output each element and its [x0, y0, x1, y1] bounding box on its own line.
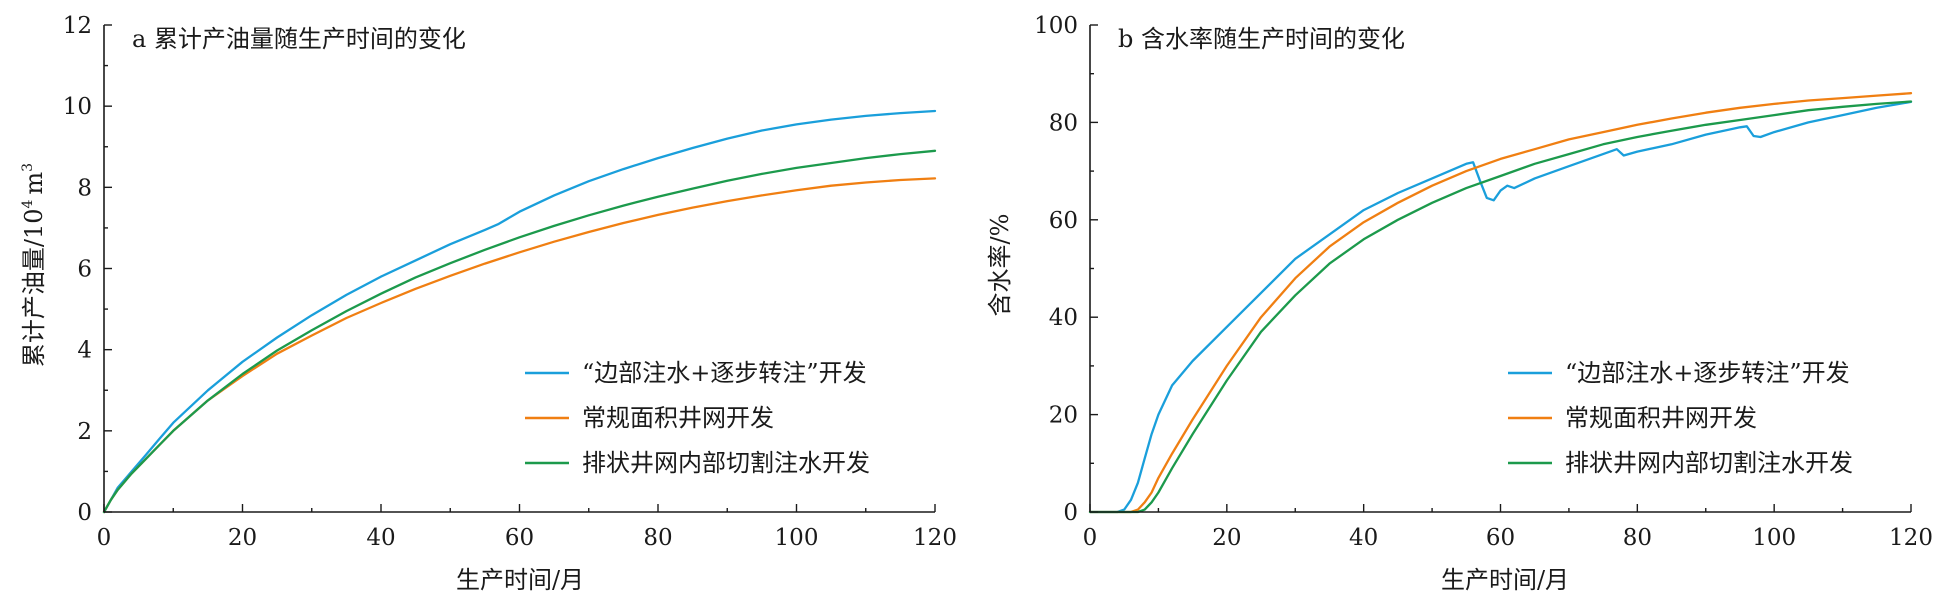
panel-b-y-tick-label: 20 [1049, 403, 1078, 429]
panel-a-y-tick-label: 12 [63, 13, 92, 39]
panel-b-series-group [1088, 92, 1913, 514]
panel-a-title: a 累计产油量随生产时间的变化 [132, 25, 466, 53]
panel-b-series-line-2 [1088, 92, 1913, 514]
panel-b-y-tick-label: 100 [1034, 13, 1078, 39]
panel-b-x-tick-label: 60 [1486, 525, 1515, 551]
panel-b-x-tick-label: 20 [1212, 525, 1241, 551]
panel-b-x-tick-label: 100 [1752, 525, 1796, 551]
panel-a-y-axis-label-main: 累计产油量/10 [20, 208, 48, 367]
panel-b-y-tick-label: 60 [1049, 208, 1078, 234]
panel-a-y-tick-label: 4 [77, 338, 92, 364]
panel-a-y-tick-label: 8 [77, 175, 92, 201]
panel-a-series-line-1 [102, 109, 937, 514]
panel-b-legend-label-1: “边部注水+逐步转注”开发 [1565, 359, 1850, 387]
panel-b-title: b 含水率随生产时间的变化 [1118, 25, 1405, 53]
panel-a-x-tick-label: 120 [913, 525, 957, 551]
panel-a-y-tick-label: 6 [77, 257, 92, 283]
panel-b-water-cut-chart: b 含水率随生产时间的变化 0 20 40 60 80 100 120 0 20 40 60 80 10… [986, 13, 1933, 594]
panel-a-series-group [102, 109, 937, 514]
panel-b-series-line-3 [1088, 100, 1913, 514]
panel-a-y-axis-label: 累计产油量/104 m3 [20, 163, 48, 367]
panel-b-series-line-1 [1088, 100, 1913, 514]
panel-a-series-line-3 [102, 149, 937, 514]
panel-a-x-tick-label: 20 [228, 525, 257, 551]
panel-b-y-tick-label: 40 [1049, 305, 1078, 331]
panel-b-x-tick-label: 0 [1083, 525, 1098, 551]
panel-b-x-tick-label: 80 [1623, 525, 1652, 551]
panel-b-legend-label-2: 常规面积井网开发 [1565, 404, 1757, 432]
panel-b-x-axis-label: 生产时间/月 [1441, 566, 1569, 594]
panel-b-y-tick-label: 80 [1049, 110, 1078, 136]
panel-a-y-axis-label-unit: m [20, 172, 48, 195]
panel-a-axes: 0 20 40 60 80 100 120 0 2 4 6 8 10 12 [63, 13, 957, 551]
panel-a-legend-label-2: 常规面积井网开发 [582, 404, 774, 432]
panel-b-axes: 0 20 40 60 80 100 120 0 20 40 60 80 100 [1034, 13, 1933, 551]
panel-a-x-tick-label: 100 [775, 525, 819, 551]
panel-b-y-tick-label: 0 [1063, 500, 1078, 526]
panel-a-y-tick-label: 10 [63, 94, 92, 120]
panel-a-y-tick-label: 0 [77, 500, 92, 526]
panel-a-y-axis-label-unit-exponent: 3 [20, 163, 36, 172]
panel-a-legend-label-1: “边部注水+逐步转注”开发 [582, 359, 867, 387]
panel-a-x-tick-label: 80 [643, 525, 672, 551]
panel-a-x-axis-label: 生产时间/月 [456, 566, 584, 594]
panel-b-y-axis-label: 含水率/% [986, 214, 1014, 317]
panel-a-x-tick-label: 60 [505, 525, 534, 551]
panel-a-y-axis-label-exponent: 4 [20, 199, 36, 208]
panel-a-x-tick-label: 0 [97, 525, 112, 551]
panel-b-x-tick-label: 40 [1349, 525, 1378, 551]
panel-a-y-tick-label: 2 [77, 419, 92, 445]
panel-a-cumulative-oil-chart: a 累计产油量随生产时间的变化 0 20 40 60 80 100 120 0 2 4 6 8 10 12… [20, 13, 957, 594]
panel-a-x-tick-label: 40 [366, 525, 395, 551]
panel-b-legend-label-3: 排状井网内部切割注水开发 [1565, 449, 1853, 477]
panel-b-x-tick-label: 120 [1889, 525, 1933, 551]
panel-a-legend-label-3: 排状井网内部切割注水开发 [582, 449, 870, 477]
